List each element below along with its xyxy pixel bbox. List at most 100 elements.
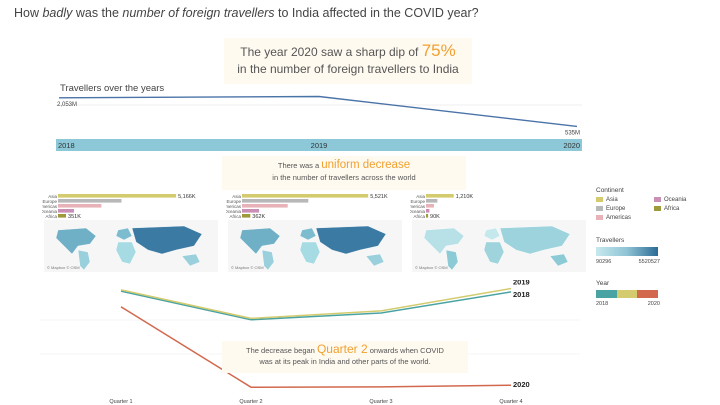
- map-region: [299, 241, 321, 265]
- map-region: [549, 253, 569, 267]
- legend-label: Oceania: [664, 197, 687, 204]
- continent-bar: [426, 214, 429, 218]
- continent-bar-label: Oceania: [410, 209, 425, 214]
- quarter-line-2020: [120, 306, 512, 388]
- travellers-legend-max: 5520527: [638, 259, 660, 265]
- legend-label: Africa: [664, 206, 680, 213]
- map-credit: © Mapbox © OSM: [231, 265, 264, 270]
- callout-sharp-dip: The year 2020 saw a sharp dip of 75% in …: [224, 38, 472, 84]
- continent-panel-2020: Asia 1,210K EuropeAmericasOceaniaAfrica 90K…: [410, 193, 590, 273]
- continent-panel-2019: Asia 5,521K EuropeAmericasOceaniaAfrica 362…: [226, 193, 406, 273]
- yearly-data-label: 535M: [565, 130, 580, 136]
- year-legend-title: Year: [596, 280, 610, 287]
- continent-bar: [58, 199, 122, 203]
- travellers-color-ramp: [596, 247, 658, 256]
- yearly-data-label: 2,053M: [57, 102, 77, 108]
- continent-legend-item[interactable]: Asia: [596, 197, 654, 203]
- continent-bar-value: 1,210K: [456, 194, 474, 200]
- continent-bar-label: Africa: [229, 214, 241, 219]
- continent-bar: [426, 209, 430, 213]
- continent-bar: [426, 204, 434, 208]
- world-map-2018[interactable]: © Mapbox © OSM: [44, 220, 218, 272]
- continent-bar-label: Oceania: [226, 209, 241, 214]
- continent-bar-label: Europe: [410, 199, 425, 204]
- map-region: [115, 241, 137, 265]
- continent-legend-item[interactable]: Africa: [654, 206, 706, 212]
- year-legend-max: 2020: [647, 301, 660, 307]
- map-region: [315, 225, 387, 255]
- travellers-legend-title: Travellers: [596, 237, 625, 244]
- travellers-chart-label: Travellers over the years: [60, 83, 165, 94]
- continent-bar: [58, 194, 177, 198]
- world-map-shapes: [423, 225, 571, 271]
- continent-bar: [242, 209, 260, 213]
- legend-label: Europe: [606, 206, 626, 213]
- yearly-tick-label: 2018: [58, 141, 75, 150]
- quarter-tick-label: Quarter 2: [239, 399, 262, 405]
- quarter-series-label: 2019: [513, 280, 530, 286]
- map-region: [181, 253, 201, 267]
- continent-bar: [242, 204, 288, 208]
- continent-bars-2020: Asia 1,210K EuropeAmericasOceaniaAfrica 90K: [410, 194, 474, 220]
- map-region: [483, 241, 505, 265]
- legend-label: Americas: [606, 215, 632, 222]
- quarter-line-2019: [120, 287, 512, 320]
- quarter-tick-label: Quarter 1: [109, 399, 132, 405]
- year-swatch-2018: [596, 290, 617, 298]
- continent-bar-label: Americas: [42, 204, 58, 209]
- map-region: [365, 253, 385, 267]
- map-region: [483, 227, 501, 241]
- continent-bar-label: Asia: [416, 194, 425, 199]
- map-region: [55, 227, 97, 255]
- legend-swatch: [654, 206, 661, 212]
- continent-bar-label: Asia: [48, 194, 57, 199]
- continent-bar: [242, 199, 309, 203]
- continent-bar: [242, 214, 251, 218]
- year-legend-min: 2018: [596, 301, 609, 307]
- continent-bar-label: Africa: [45, 214, 57, 219]
- travellers-legend-min: 90296: [596, 259, 612, 265]
- travellers-legend: Travellers 90296 5520527: [596, 237, 660, 265]
- world-map-shapes: [55, 225, 203, 271]
- continent-bar: [426, 194, 454, 198]
- quarter-line-2018: [120, 290, 512, 321]
- continent-legend-item[interactable]: Oceania: [654, 197, 706, 203]
- map-region: [445, 249, 459, 271]
- map-region: [261, 249, 275, 271]
- yearly-tick-label: 2020: [563, 141, 580, 150]
- continent-legend-title: Continent: [596, 187, 624, 194]
- continent-legend-item[interactable]: Europe: [596, 206, 654, 212]
- continent-panel-2018: Asia 5,166K EuropeAmericasOceaniaAfrica 351…: [42, 193, 222, 273]
- world-map-2020[interactable]: © Mapbox © OSM: [412, 220, 586, 272]
- legend-swatch: [654, 197, 661, 202]
- continent-bar-label: Europe: [226, 199, 241, 204]
- map-region: [131, 225, 203, 255]
- legend-label: Asia: [606, 197, 618, 204]
- legend-swatch: [596, 215, 603, 221]
- yearly-line: [58, 95, 578, 128]
- map-region: [115, 227, 133, 241]
- map-region: [299, 227, 317, 241]
- map-credit: © Mapbox © OSM: [415, 265, 448, 270]
- world-map-2019[interactable]: © Mapbox © OSM: [228, 220, 402, 272]
- map-region: [239, 227, 281, 255]
- map-credit: © Mapbox © OSM: [47, 265, 80, 270]
- continent-bar-label: Europe: [42, 199, 57, 204]
- continent-bar-label: Africa: [413, 214, 425, 219]
- continent-bar-value: 362K: [252, 214, 265, 220]
- continent-bar-label: Americas: [410, 204, 426, 209]
- continent-bars-2018: Asia 5,166K EuropeAmericasOceaniaAfrica 351…: [42, 194, 196, 220]
- world-map-shapes: [239, 225, 387, 271]
- continent-bar-value: 5,521K: [370, 194, 388, 200]
- continent-bars-2019: Asia 5,521K EuropeAmericasOceaniaAfrica 362…: [226, 194, 388, 220]
- continent-legend-item[interactable]: Americas: [596, 215, 654, 221]
- continent-legend: Continent Asia Oceania Europe Africa America…: [596, 187, 706, 221]
- year-swatch-2019: [616, 290, 638, 298]
- continent-bar: [58, 209, 74, 213]
- continent-bar: [426, 199, 438, 203]
- map-region: [499, 225, 571, 255]
- map-region: [423, 227, 465, 255]
- quarter-series-label: 2020: [513, 380, 530, 389]
- quarter-series-label: 2018: [513, 290, 530, 299]
